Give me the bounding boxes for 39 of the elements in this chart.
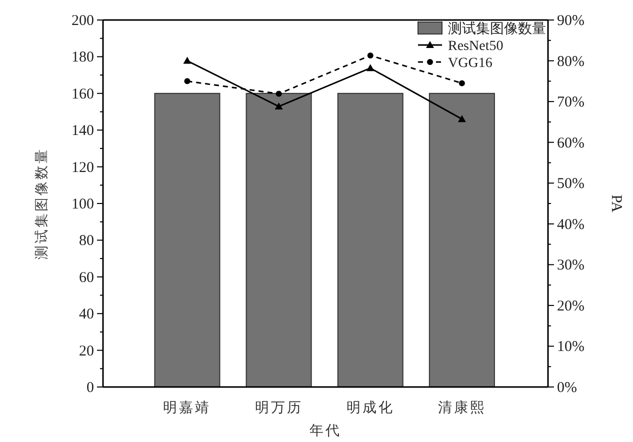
legend-label: 测试集图像数量 <box>448 21 546 37</box>
y-axis-title: 测试集图像数量 <box>34 148 50 260</box>
y-tick-label: 180 <box>72 50 94 66</box>
y2-tick-label: 30% <box>557 258 584 274</box>
legend-label: ResNet50 <box>448 39 504 54</box>
x-tick-label: 明嘉靖 <box>163 400 212 416</box>
point <box>367 52 374 58</box>
y2-tick-label: 10% <box>557 339 584 356</box>
y-tick-label: 80 <box>79 233 94 250</box>
y2-tick-label: 60% <box>557 135 584 152</box>
y-tick-label: 0 <box>86 380 94 396</box>
point <box>458 115 466 122</box>
point <box>458 80 465 86</box>
y2-tick-label: 50% <box>557 176 584 192</box>
y-tick-label: 40 <box>79 306 94 323</box>
point <box>366 64 374 72</box>
y-tick-label: 120 <box>72 160 94 176</box>
y2-axis-title: PA <box>608 194 624 213</box>
x-tick-label: 明成化 <box>346 400 394 416</box>
point <box>276 90 282 97</box>
y-tick-label: 60 <box>79 270 94 286</box>
y-tick-label: 140 <box>72 123 94 140</box>
x-axis-title: 年代 <box>310 423 342 439</box>
y-tick-label: 100 <box>72 196 94 212</box>
point <box>184 78 190 84</box>
x-tick-label: 清康熙 <box>438 400 486 416</box>
y2-tick-label: 80% <box>557 54 584 70</box>
y-tick-label: 20 <box>79 343 94 360</box>
y2-tick-label: 0% <box>557 380 577 396</box>
y2-tick-label: 20% <box>557 298 584 314</box>
x-tick-label: 明万历 <box>254 401 303 416</box>
y2-tick-label: 90% <box>557 13 584 29</box>
y2-tick-label: 70% <box>557 94 584 111</box>
point <box>274 102 283 110</box>
legend-label: VGG16 <box>448 56 492 71</box>
point <box>183 56 192 64</box>
y-tick-label: 200 <box>72 13 94 29</box>
y-tick-label: 160 <box>72 86 94 102</box>
y2-tick-label: 40% <box>557 216 584 233</box>
